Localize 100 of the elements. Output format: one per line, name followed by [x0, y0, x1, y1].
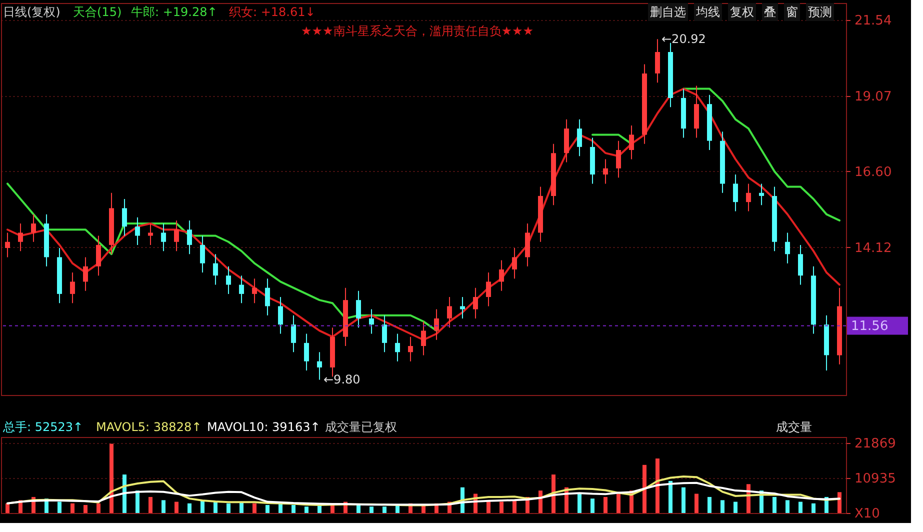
candlestick: [70, 272, 75, 304]
chart-title: 日线(复权): [3, 5, 60, 19]
candlestick: [785, 232, 790, 264]
candlestick: [434, 308, 439, 340]
candlestick: [18, 223, 23, 252]
candlestick: [174, 220, 179, 252]
bar: [84, 504, 88, 513]
bar: [266, 504, 270, 513]
annotation: 牛郎: +19.28↑: [131, 5, 218, 19]
candlestick: [317, 352, 322, 380]
ref-line-label: 11.56: [851, 318, 888, 334]
candlestick: [135, 216, 140, 246]
candlestick: [655, 38, 660, 84]
bar: [226, 503, 230, 513]
annotation: 复权: [730, 5, 754, 19]
candlestick: [239, 275, 244, 304]
bar: [642, 464, 646, 513]
candlestick: [31, 214, 36, 242]
bar: [500, 502, 504, 513]
candlestick: [486, 272, 491, 307]
y-tick-label: X10: [854, 506, 880, 522]
bar: [70, 503, 74, 513]
bar: [214, 502, 218, 513]
candlestick: [759, 183, 764, 206]
line-series: [6, 482, 840, 506]
candlestick: [746, 183, 751, 212]
bar: [292, 504, 296, 513]
bar: [604, 496, 608, 513]
candlestick: [200, 235, 205, 273]
bar: [96, 503, 100, 513]
candlestick: [473, 287, 478, 319]
annotation: 删自选: [650, 5, 686, 19]
candlestick: [577, 118, 582, 157]
bar: [538, 490, 542, 513]
annotation: 叠: [764, 5, 776, 19]
candlestick: [369, 308, 374, 334]
y-tick-label: 21.54: [854, 14, 892, 29]
candlestick: [616, 140, 621, 178]
y-tick-label: 21869: [854, 436, 896, 452]
bar: [174, 502, 178, 513]
bar: [668, 480, 672, 513]
annotation: 均线: [695, 5, 720, 19]
bar: [356, 504, 360, 513]
bar: [162, 500, 166, 513]
candlestick: [252, 278, 257, 304]
bar: [772, 496, 776, 513]
text: 总手: 52523↑: [2, 420, 84, 434]
bar: [590, 498, 594, 513]
bar: [812, 503, 816, 513]
text: MAVOL5: 38828↑: [96, 420, 202, 434]
candlestick: [603, 158, 608, 184]
annotation: ←20.92: [662, 32, 706, 46]
bar: [720, 500, 724, 513]
bar: [838, 492, 842, 513]
annotation: 预测: [808, 5, 832, 19]
y-tick-label: 14.12: [854, 240, 892, 256]
candlestick: [629, 125, 634, 160]
candlestick: [5, 232, 10, 258]
bar: [58, 502, 62, 513]
candlestick: [512, 248, 517, 280]
candlestick: [460, 296, 465, 319]
bar: [382, 506, 386, 513]
candlestick: [96, 235, 101, 276]
annotation: 窗: [786, 5, 798, 19]
bar: [798, 502, 802, 513]
candlestick: [148, 223, 153, 246]
y-tick-label: 10935: [854, 471, 896, 486]
candlestick: [304, 333, 309, 371]
bar: [734, 502, 738, 513]
bar: [370, 506, 374, 513]
candlestick: [265, 278, 270, 316]
candlestick: [226, 266, 231, 294]
candlestick: [499, 260, 504, 292]
candlestick: [447, 296, 452, 328]
text: MAVOL10: 39163↑: [207, 420, 320, 434]
bar: [786, 500, 790, 513]
bar: [682, 487, 686, 513]
bar: [6, 503, 10, 513]
candlestick: [733, 174, 738, 212]
candlestick: [187, 220, 192, 255]
bar: [110, 444, 114, 513]
bar: [148, 496, 152, 513]
y-tick-label: 19.07: [854, 89, 892, 104]
annotation: 织女: +18.61↓: [229, 5, 316, 19]
candlestick: [161, 223, 166, 252]
bar: [656, 458, 660, 513]
annotation: ←9.80: [324, 372, 360, 387]
candlestick: [382, 314, 387, 353]
annotation: ★★★南斗星系之天合，滥用责任自负★★★: [301, 24, 534, 38]
candlestick: [213, 254, 218, 286]
y-tick-label: 16.60: [854, 164, 892, 180]
candlestick: [278, 296, 283, 334]
annotation: 天合(15): [73, 5, 122, 19]
candlestick: [408, 336, 413, 362]
candlestick: [122, 198, 127, 236]
bar: [694, 494, 698, 513]
candlestick: [83, 256, 88, 292]
candlestick: [356, 290, 361, 328]
bar: [304, 506, 308, 513]
candlestick: [798, 244, 803, 286]
